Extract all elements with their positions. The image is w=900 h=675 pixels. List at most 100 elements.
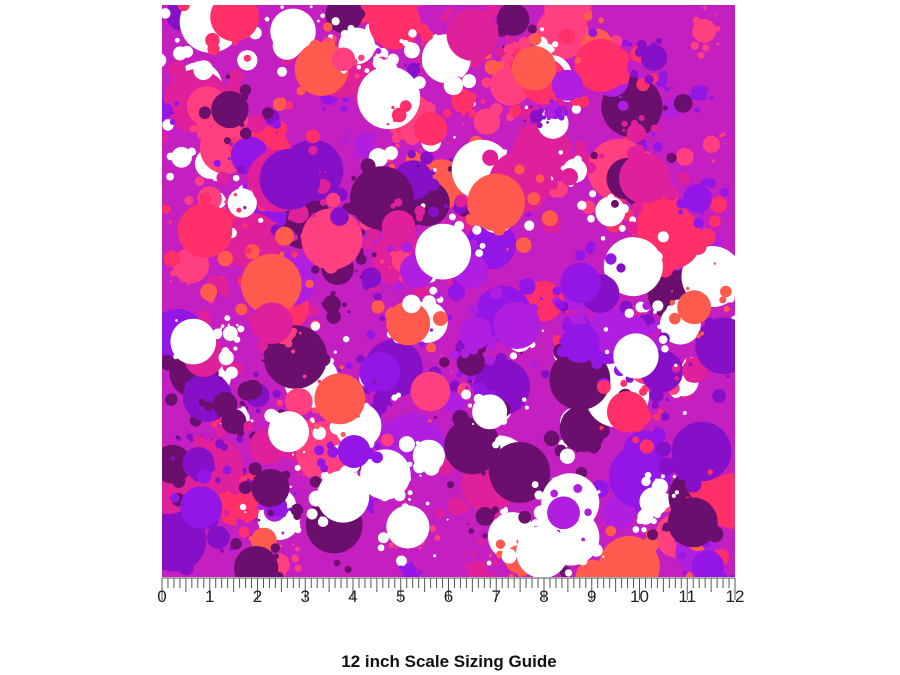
splat-drop	[548, 180, 559, 190]
splat	[377, 489, 449, 567]
splat-drop	[240, 127, 252, 140]
splat	[398, 561, 423, 577]
splat-drop	[647, 323, 658, 334]
ruler-label: 6	[444, 587, 453, 606]
splat-drop	[189, 125, 197, 133]
splat-drop	[641, 476, 651, 487]
splat-drop	[646, 529, 659, 541]
splat-drop	[272, 119, 282, 129]
splat-drop	[317, 353, 331, 367]
splat-drop	[363, 448, 375, 460]
splat	[461, 389, 529, 449]
splat-core	[251, 302, 293, 345]
splat-drop	[400, 240, 413, 253]
splat-drop	[195, 122, 207, 134]
splat-drop	[538, 108, 544, 114]
splat-drop	[216, 171, 230, 185]
splat-drop	[692, 536, 703, 548]
splat	[467, 164, 558, 253]
splat-drop	[347, 128, 352, 133]
splat-drop	[669, 338, 674, 343]
splat-drop	[524, 405, 529, 410]
splat-drop	[463, 476, 469, 481]
splat-drop	[169, 119, 176, 125]
splat-drop	[418, 569, 423, 575]
splat	[642, 389, 735, 493]
splat-drop	[233, 432, 236, 435]
splat-drop	[574, 250, 586, 261]
splat-drop	[229, 142, 234, 147]
splat-drop	[309, 475, 322, 488]
splat-drop	[650, 124, 659, 133]
splat-drop	[302, 374, 307, 379]
splat-core	[402, 563, 417, 577]
splat-drop	[232, 420, 240, 428]
splat-drop	[598, 17, 605, 24]
splat-drop	[670, 86, 674, 90]
splat-drop	[242, 222, 248, 228]
splat-drop	[584, 161, 597, 174]
splat-drop	[290, 503, 304, 517]
splat	[200, 226, 314, 316]
splat-drop	[446, 518, 449, 521]
splat-drop	[325, 192, 341, 208]
splat-drop	[651, 251, 663, 263]
splat-drop	[298, 331, 302, 335]
splat-drop	[621, 393, 625, 397]
ruler-label: 9	[587, 587, 596, 606]
splat-drop	[427, 418, 432, 423]
splat-drop	[276, 199, 281, 204]
splat	[198, 74, 274, 145]
splat-core	[640, 44, 668, 71]
splat-drop	[232, 174, 240, 182]
splat-drop	[492, 222, 506, 236]
splat-drop	[340, 105, 348, 113]
splat-drop	[294, 546, 300, 552]
splat-drop	[649, 388, 664, 403]
splat-drop	[579, 177, 583, 181]
splat-drop	[279, 251, 285, 257]
splat-drop	[407, 461, 413, 467]
splat-drop	[237, 325, 245, 333]
splat-drop	[270, 543, 281, 553]
splat-drop	[464, 550, 469, 556]
splat-drop	[677, 172, 690, 185]
splat-drop	[349, 205, 360, 216]
splat-drop	[319, 198, 327, 206]
splat-drop	[597, 490, 601, 494]
splat-drop	[723, 305, 730, 312]
splat-core	[162, 103, 173, 119]
splat-drop	[284, 339, 293, 348]
splat-drop	[445, 185, 450, 190]
splat-drop	[267, 509, 275, 517]
splat-drop	[358, 54, 365, 61]
splat-drop	[632, 526, 640, 533]
splat-drop	[674, 375, 680, 381]
splat-drop	[693, 217, 704, 229]
splat-drop	[236, 435, 244, 443]
splat-drop	[419, 474, 422, 477]
splat-drop	[319, 516, 325, 521]
splat	[653, 70, 674, 92]
splat-drop	[548, 160, 557, 169]
splat-drop	[296, 86, 306, 96]
splat-drop	[578, 5, 592, 12]
splat-drop	[641, 315, 644, 318]
splat-drop	[391, 105, 395, 110]
splat-drop	[657, 231, 669, 243]
splat-drop	[652, 300, 664, 312]
splat-drop	[468, 528, 474, 534]
splat-drop	[162, 368, 165, 372]
splat-core	[467, 173, 525, 232]
splat-drop	[690, 41, 700, 50]
ruler-label: 10	[630, 587, 649, 606]
splat-drop	[577, 200, 587, 211]
splat-drop	[649, 310, 654, 315]
splat-drop	[636, 517, 644, 525]
splat-drop	[655, 37, 663, 45]
splat-drop	[364, 68, 370, 74]
splat	[628, 37, 668, 85]
splat-drop	[631, 419, 644, 432]
splat	[354, 267, 383, 301]
splat-drop	[280, 5, 284, 9]
